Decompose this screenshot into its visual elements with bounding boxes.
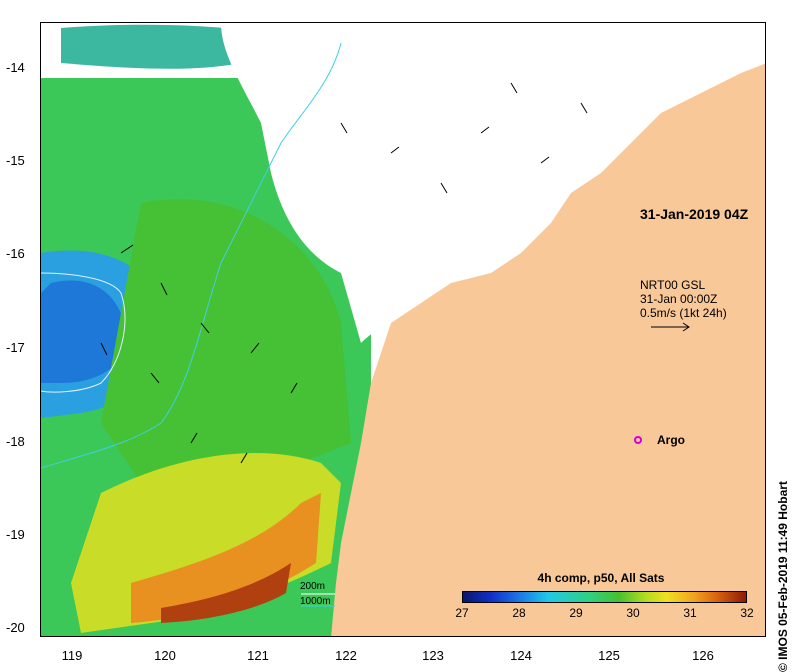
contour-1000m [41,272,126,393]
colorbar-tick: 32 [740,606,754,620]
depth-200m-label: 200m [300,581,326,592]
colorbar-tick: 30 [626,606,640,620]
sst-field-hot-coast [131,493,321,623]
y-axis-label: -19 [6,527,25,542]
sst-map [41,23,765,636]
x-axis-label: 121 [247,648,269,663]
colorbar-tick: 27 [455,606,469,620]
current-source-line3: 0.5m/s (1kt 24h) [640,306,727,320]
sst-field-hottest [161,563,291,623]
y-axis-label: -18 [6,434,25,449]
current-source-line1: NRT00 GSL [640,278,706,292]
sst-field-cold-core [41,280,127,383]
argo-label: Argo [657,433,685,447]
current-source-line2: 31-Jan 00:00Z [640,292,718,306]
land-mass [331,63,765,636]
sst-field-mid [101,199,351,485]
current-scale-arrow [651,322,690,332]
x-axis-label: 124 [510,648,532,663]
imos-credit: © IMOS 05-Feb-2019 11:49 Hobart [776,481,790,672]
sst-colorbar [462,591,747,603]
colorbar-tick: 31 [683,606,697,620]
x-axis-label: 119 [61,648,83,663]
map-frame [40,22,766,637]
colorbar-title: 4h comp, p50, All Sats [537,571,665,585]
x-axis-label: 126 [692,648,714,663]
current-vectors [100,82,588,464]
argo-float-marker [634,436,642,444]
x-axis-label: 125 [598,648,620,663]
map-timestamp: 31-Jan-2019 04Z [640,206,749,222]
y-axis-label: -16 [6,246,25,261]
contour-200m [41,42,342,469]
x-axis-label: 122 [335,648,357,663]
y-axis-label: -15 [6,153,25,168]
y-axis-label: -14 [6,60,25,75]
depth-1000m-label: 1000m [300,596,331,607]
y-axis-label: -17 [6,340,25,355]
x-axis-label: 120 [154,648,176,663]
y-axis-label: -20 [6,620,25,635]
sst-field-nw-strip [61,24,271,69]
colorbar-tick: 29 [569,606,583,620]
cloud-mask [221,23,521,343]
x-axis-label: 123 [422,648,444,663]
colorbar-tick: 28 [512,606,526,620]
